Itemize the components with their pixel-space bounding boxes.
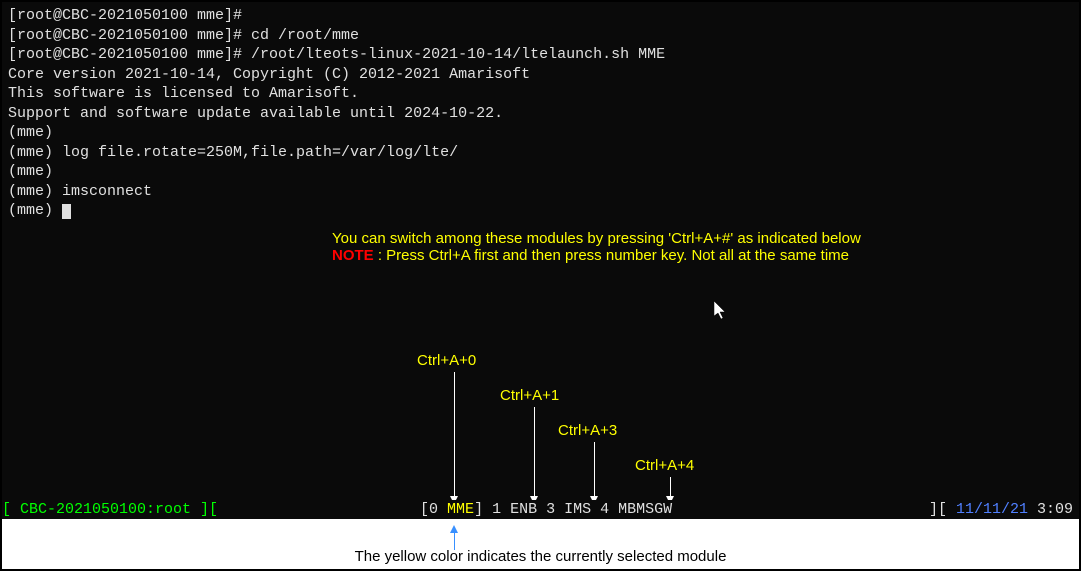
status-datetime: ][ 11/11/21 3:09: [929, 501, 1073, 518]
status-bar: [ CBC-2021050100:root ][ [0 MME] 1 ENB 3…: [2, 500, 1079, 519]
arrow-line: [534, 407, 535, 498]
terminal-window: [root@CBC-2021050100 mme]#[root@CBC-2021…: [2, 2, 1079, 569]
terminal-line: Support and software update available un…: [8, 104, 1073, 124]
annotation-top: You can switch among these modules by pr…: [332, 230, 861, 264]
shortcut-label: Ctrl+A+0: [417, 352, 476, 369]
terminal-line: (mme): [8, 201, 1073, 221]
bottom-caption: The yellow color indicates the currently…: [2, 548, 1079, 565]
shortcut-label: Ctrl+A+4: [635, 457, 694, 474]
blue-arrow-head-icon: [450, 525, 458, 533]
arrow-line: [594, 442, 595, 498]
arrow-line: [670, 477, 671, 498]
terminal-line: This software is licensed to Amarisoft.: [8, 84, 1073, 104]
status-host: [ CBC-2021050100:root ][: [2, 501, 218, 518]
shortcut-label: Ctrl+A+1: [500, 387, 559, 404]
terminal-line: (mme): [8, 162, 1073, 182]
terminal-line: (mme) imsconnect: [8, 182, 1073, 202]
shortcut-label: Ctrl+A+3: [558, 422, 617, 439]
annotation-line2: : Press Ctrl+A first and then press numb…: [374, 247, 849, 264]
terminal-line: (mme) log file.rotate=250M,file.path=/va…: [8, 143, 1073, 163]
arrow-line: [454, 372, 455, 498]
terminal-cursor: [62, 204, 71, 219]
status-tabs: [0 MME] 1 ENB 3 IMS 4 MBMSGW: [420, 501, 672, 518]
mouse-cursor-icon: [714, 301, 728, 327]
terminal-line: [root@CBC-2021050100 mme]#: [8, 6, 1073, 26]
terminal-line: Core version 2021-10-14, Copyright (C) 2…: [8, 65, 1073, 85]
terminal-line: [root@CBC-2021050100 mme]# cd /root/mme: [8, 26, 1073, 46]
terminal-line: (mme): [8, 123, 1073, 143]
annotation-line1: You can switch among these modules by pr…: [332, 230, 861, 247]
terminal-line: [root@CBC-2021050100 mme]# /root/lteots-…: [8, 45, 1073, 65]
terminal-output: [root@CBC-2021050100 mme]#[root@CBC-2021…: [8, 6, 1073, 221]
annotation-note-label: NOTE: [332, 247, 374, 264]
